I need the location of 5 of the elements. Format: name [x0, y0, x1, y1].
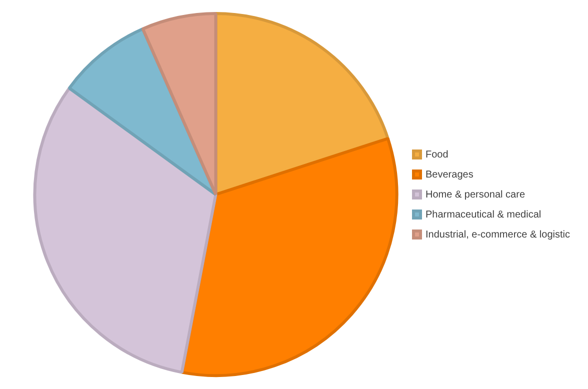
legend-label: Food — [426, 149, 448, 160]
legend-label: Beverages — [426, 169, 474, 180]
legend-label: Home & personal care — [426, 189, 526, 200]
legend-label: Pharmaceutical & medical — [426, 209, 542, 220]
legend-label: Industrial, e-commerce & logistic — [426, 229, 570, 240]
